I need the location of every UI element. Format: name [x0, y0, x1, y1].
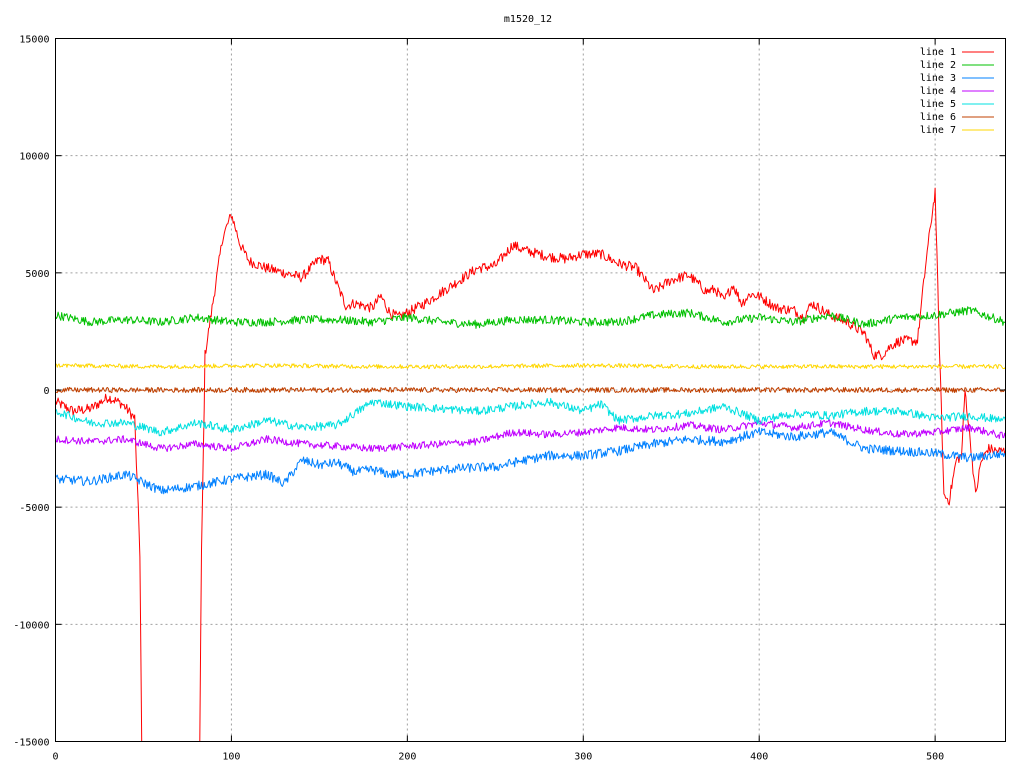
y-tick-label: -5000	[19, 503, 49, 514]
x-tick-label: 0	[52, 752, 58, 763]
x-tick-label: 200	[398, 752, 416, 763]
series-line-1	[55, 187, 1006, 742]
y-tick-label: 0	[43, 386, 49, 397]
legend-label-3: line 3	[920, 73, 956, 84]
x-tick-label: 300	[574, 752, 592, 763]
series-line-4	[55, 419, 1006, 452]
plot-area	[55, 187, 1006, 742]
series-line-6	[55, 386, 1006, 394]
y-tick-label: 15000	[19, 35, 49, 46]
chart-title: m1520_12	[504, 14, 552, 25]
legend-label-5: line 5	[920, 99, 956, 110]
x-tick-label: 100	[222, 752, 240, 763]
series-line-2	[55, 306, 1006, 329]
y-tick-label: -10000	[13, 620, 49, 631]
axes: 0 100 200 300 400 500 -15000 -10000 -5000 0 5000 10…	[13, 35, 1006, 763]
legend-label-4: line 4	[920, 86, 956, 97]
legend-label-6: line 6	[920, 112, 956, 123]
legend-label-2: line 2	[920, 60, 956, 71]
series-line-7	[55, 362, 1006, 370]
x-tick-label: 400	[750, 752, 768, 763]
legend-label-1: line 1	[920, 47, 956, 58]
legend-label-7: line 7	[920, 125, 956, 136]
x-tick-label: 500	[926, 752, 944, 763]
y-tick-label: 10000	[19, 152, 49, 163]
series-line-5	[55, 397, 1006, 437]
series-line-3	[55, 427, 1006, 495]
legend: line 1 line 2 line 3 line 4 line 5 line 6 line…	[920, 47, 994, 136]
y-tick-label: -15000	[13, 738, 49, 749]
y-tick-label: 5000	[25, 269, 49, 280]
